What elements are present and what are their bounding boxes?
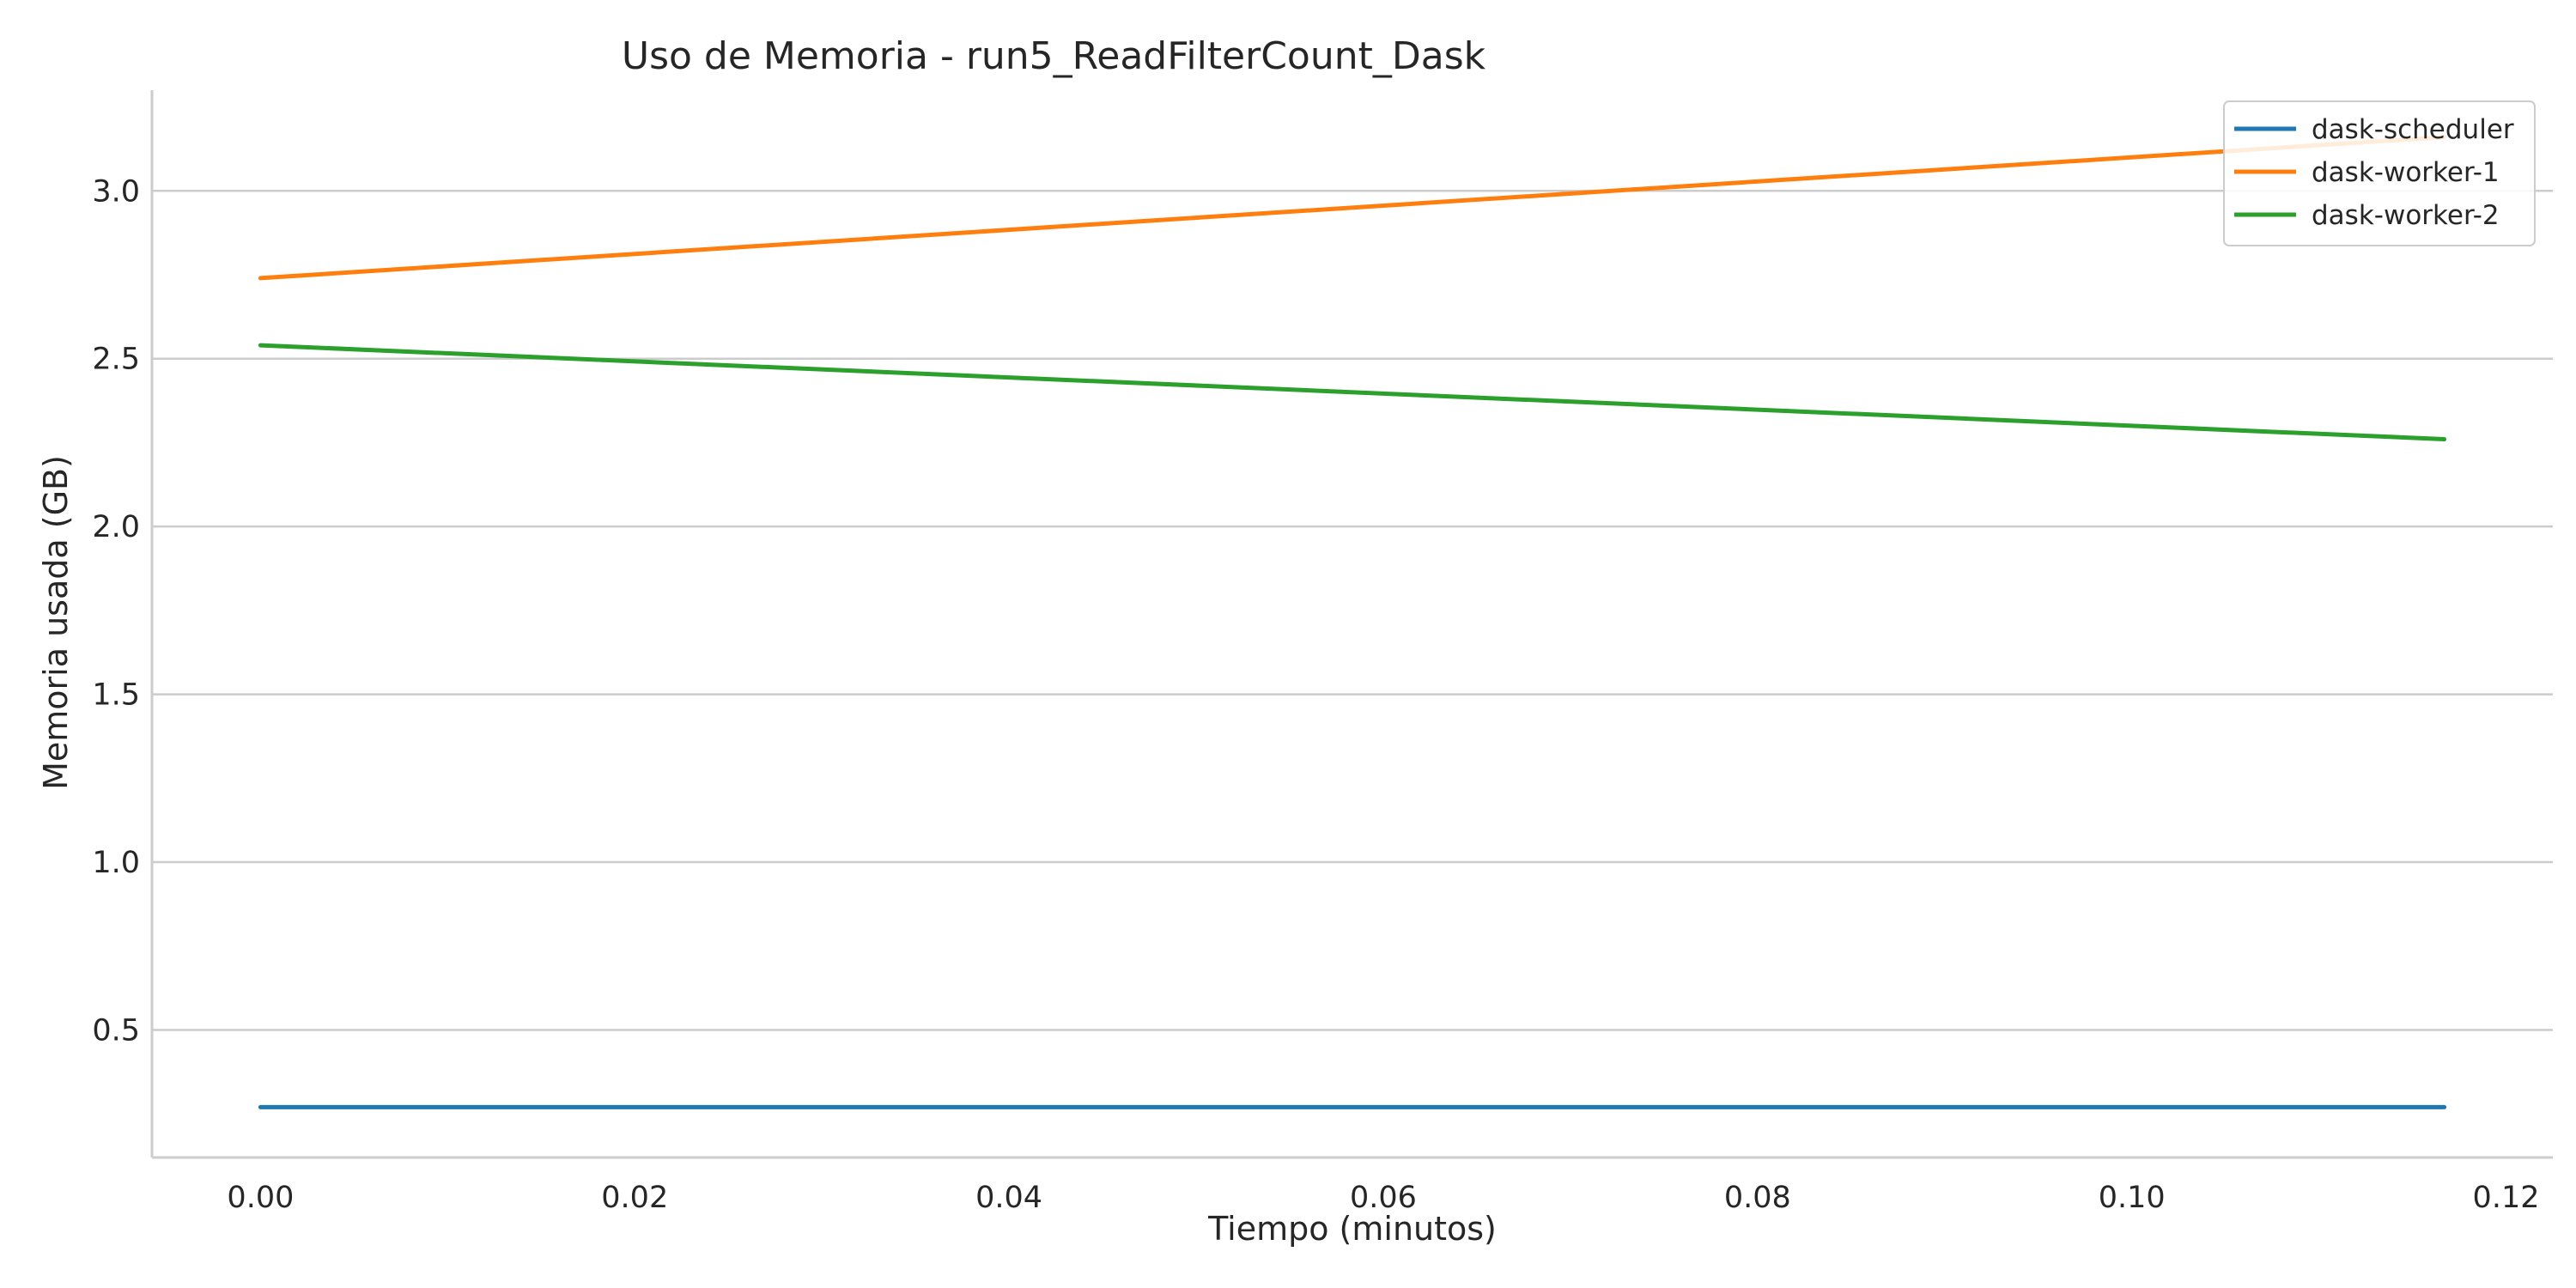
grid-layer [152, 190, 2553, 1031]
x-tick-label: 0.04 [975, 1181, 1042, 1215]
x-tick-label: 0.12 [2473, 1181, 2540, 1215]
x-tick-label: 0.02 [601, 1181, 668, 1215]
tick-labels: 0.5 1.0 1.5 2.0 2.5 3.0 0.00 0.02 0.04 0.06 0.08 0.… [92, 174, 2539, 1215]
axes-spines [150, 90, 2553, 1159]
legend-label-dask-worker-1: dask-worker-1 [2312, 157, 2500, 188]
y-tick-label: 0.5 [92, 1013, 140, 1048]
y-tick-label: 1.0 [92, 846, 140, 880]
legend-label-dask-scheduler: dask-scheduler [2312, 114, 2514, 145]
y-tick-label: 2.5 [92, 343, 140, 377]
y-tick-label: 3.0 [92, 174, 140, 209]
legend-items: dask-scheduler dask-worker-1 dask-worker-2 [2234, 114, 2514, 231]
x-tick-label: 0.06 [1350, 1181, 1417, 1215]
legend-frame [2223, 100, 2536, 246]
series-line-dask-worker-2 [258, 343, 2447, 441]
legend-label-dask-worker-2: dask-worker-2 [2312, 200, 2500, 231]
chart-title: Uso de Memoria - run5_ReadFilterCount_Da… [622, 34, 1486, 78]
series-lines [258, 135, 2447, 1109]
y-axis-label: Memoria usada (GB) [37, 455, 75, 790]
legend: dask-scheduler dask-worker-1 dask-worker-2 [2223, 100, 2536, 246]
x-tick-label: 0.00 [227, 1181, 294, 1215]
y-tick-label: 1.5 [92, 678, 140, 713]
y-tick-label: 2.0 [92, 510, 140, 544]
x-tick-label: 0.08 [1724, 1181, 1791, 1215]
x-axis-label: Tiempo (minutos) [1207, 1210, 1497, 1248]
series-line-dask-worker-1 [258, 135, 2447, 281]
x-tick-label: 0.10 [2099, 1181, 2166, 1215]
